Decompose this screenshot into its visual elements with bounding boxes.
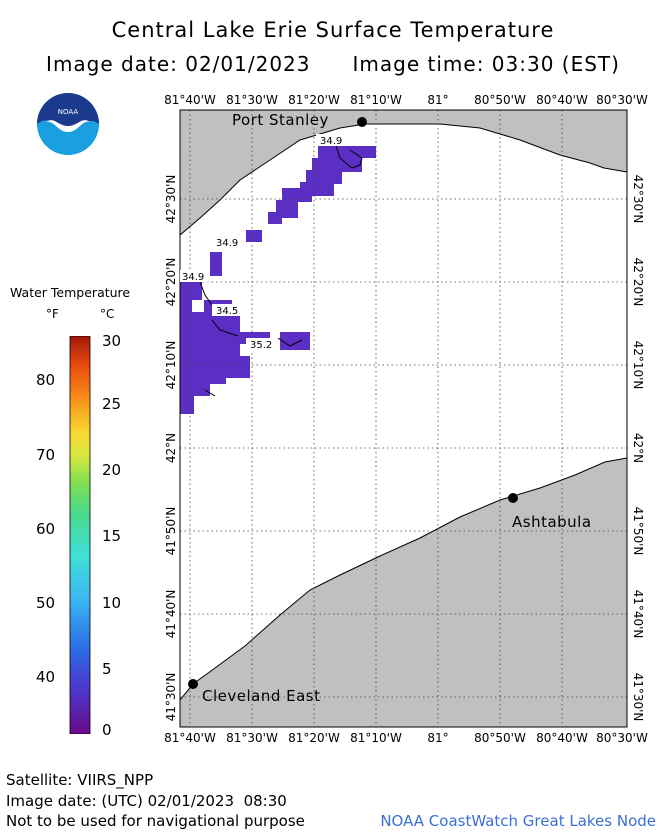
lon-label-top: 80°50'W bbox=[474, 93, 526, 107]
lat-label-right: 42°10'N bbox=[631, 341, 645, 390]
legend-unit-f: °F bbox=[46, 307, 59, 321]
lat-label-left: 41°30'N bbox=[164, 673, 178, 722]
c-tick: 5 bbox=[102, 660, 112, 678]
f-tick: 80 bbox=[36, 371, 56, 389]
place-label-ashtabula: Ashtabula bbox=[512, 513, 592, 531]
legend-unit-c: °C bbox=[100, 307, 115, 321]
c-tick: 30 bbox=[102, 332, 122, 350]
lon-label-bottom: 81° bbox=[427, 731, 448, 745]
noaa-logo-icon: NOAA bbox=[37, 93, 99, 155]
lat-label-right: 41°40'N bbox=[631, 590, 645, 639]
graticule bbox=[180, 110, 627, 727]
contour-label: 35.2 bbox=[250, 340, 272, 351]
image-date: Image date: 02/01/2023 bbox=[46, 52, 311, 76]
lat-label-right: 41°30'N bbox=[631, 673, 645, 722]
logo-text: NOAA bbox=[58, 108, 79, 116]
lat-label-right: 42°N bbox=[631, 433, 645, 463]
c-tick: 25 bbox=[102, 395, 122, 413]
lat-label-left: 42°20'N bbox=[164, 258, 178, 307]
credit-text: NOAA CoastWatch Great Lakes Node bbox=[380, 812, 656, 830]
contour-label: 34.9 bbox=[320, 136, 342, 147]
temperature-pixels bbox=[180, 146, 376, 414]
lon-label-top: 80°30'W bbox=[596, 93, 648, 107]
lon-label-bottom: 80°50'W bbox=[474, 731, 526, 745]
map-frame bbox=[179, 109, 628, 728]
place-label-cleveland-east: Cleveland East bbox=[202, 687, 321, 705]
contour-label: 34.9 bbox=[216, 238, 238, 249]
lon-label-top: 81°30'W bbox=[226, 93, 278, 107]
cleveland-east-marker bbox=[188, 679, 198, 689]
lon-label-bottom: 81°40'W bbox=[164, 731, 216, 745]
lon-label-top: 81°20'W bbox=[288, 93, 340, 107]
date-line: Image date: 02/01/2023 Image time: 03:30 … bbox=[0, 52, 666, 76]
lon-label-bottom: 80°30'W bbox=[596, 731, 648, 745]
image-time: Image time: 03:30 (EST) bbox=[352, 52, 620, 76]
lon-label-bottom: 81°10'W bbox=[350, 731, 402, 745]
contour-label: 34.9 bbox=[182, 272, 204, 283]
lat-label-right: 42°30'N bbox=[631, 175, 645, 224]
lat-label-left: 42°N bbox=[164, 433, 178, 463]
lon-label-top: 80°40'W bbox=[536, 93, 588, 107]
lon-label-top: 81° bbox=[427, 93, 448, 107]
c-tick: 20 bbox=[102, 461, 122, 479]
lat-label-left: 42°10'N bbox=[164, 341, 178, 390]
north-shore-land bbox=[179, 109, 628, 237]
lat-label-right: 42°20'N bbox=[631, 258, 645, 307]
f-tick: 60 bbox=[36, 520, 56, 538]
f-tick: 40 bbox=[36, 668, 56, 686]
legend-title: Water Temperature bbox=[10, 285, 131, 300]
map-title: Central Lake Erie Surface Temperature bbox=[111, 18, 555, 42]
c-tick: 0 bbox=[102, 721, 112, 739]
disclaimer: Not to be used for navigational purpose bbox=[6, 812, 305, 830]
lon-label-bottom: 81°30'W bbox=[226, 731, 278, 745]
lat-label-left: 42°30'N bbox=[164, 175, 178, 224]
south-shore-land bbox=[179, 457, 628, 728]
lat-label-right: 41°50'N bbox=[631, 507, 645, 556]
lat-label-left: 41°40'N bbox=[164, 590, 178, 639]
contour-label: 34.5 bbox=[216, 306, 238, 317]
lat-label-left: 41°50'N bbox=[164, 507, 178, 556]
port-stanley-marker bbox=[357, 117, 367, 127]
satellite-info: Satellite: VIIRS_NPP bbox=[6, 771, 154, 789]
lon-label-top: 81°10'W bbox=[350, 93, 402, 107]
utc-date: Image date: (UTC) 02/01/2023 08:30 bbox=[6, 792, 287, 810]
lon-label-bottom: 80°40'W bbox=[536, 731, 588, 745]
lon-label-bottom: 81°20'W bbox=[288, 731, 340, 745]
f-tick: 70 bbox=[36, 446, 56, 464]
f-tick: 50 bbox=[36, 594, 56, 612]
place-label-port-stanley: Port Stanley bbox=[232, 111, 329, 129]
lon-label-top: 81°40'W bbox=[164, 93, 216, 107]
ashtabula-marker bbox=[508, 493, 518, 503]
temperature-contours bbox=[199, 145, 363, 397]
c-tick: 15 bbox=[102, 527, 122, 545]
color-scale-bar bbox=[69, 336, 91, 734]
c-tick: 10 bbox=[102, 594, 122, 612]
